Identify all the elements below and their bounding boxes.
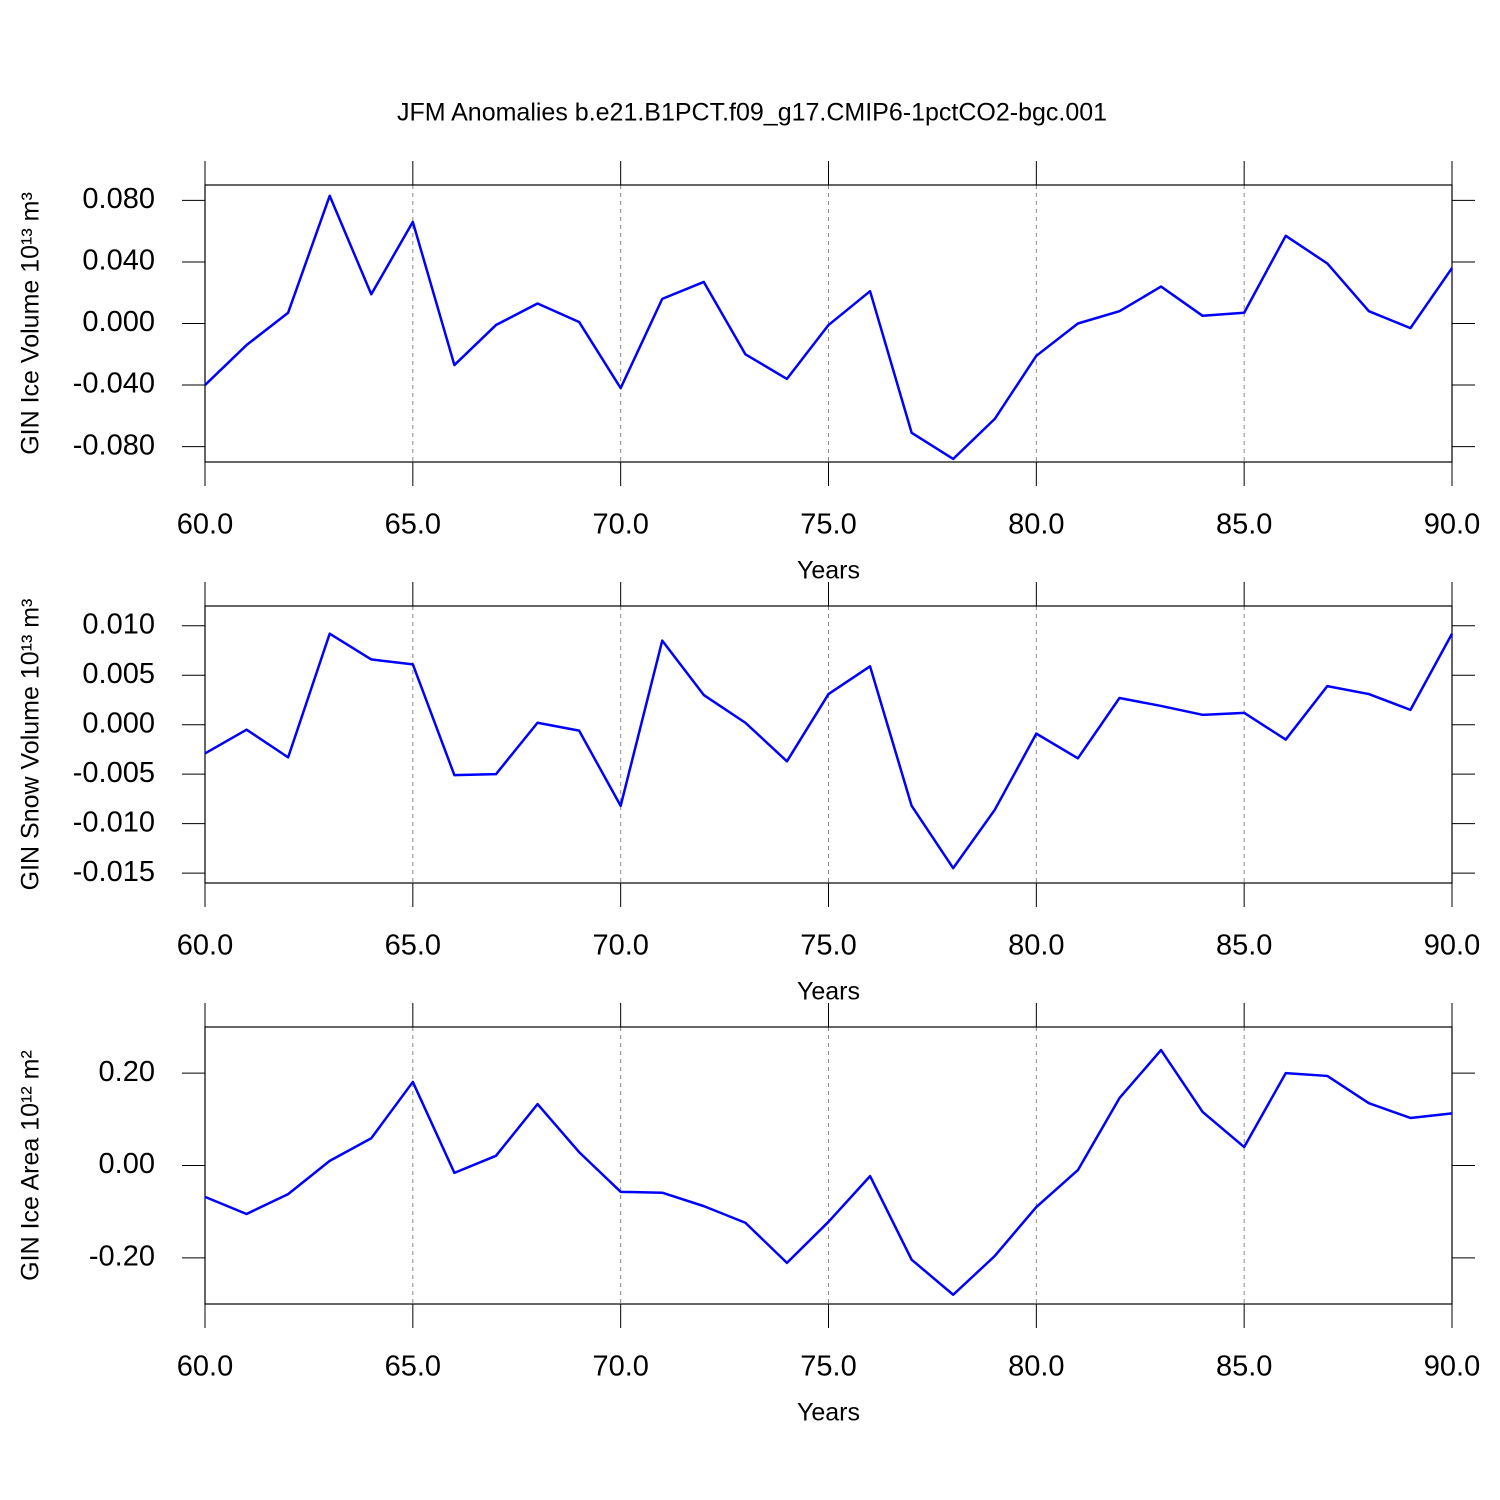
y-tick-label: 0.080: [82, 183, 155, 215]
x-tick-label: 85.0: [1216, 930, 1272, 962]
x-tick-label: 75.0: [800, 1351, 856, 1383]
x-tick-label: 90.0: [1424, 930, 1480, 962]
y-tick-label: 0.005: [82, 658, 155, 690]
x-tick-label: 70.0: [592, 1351, 648, 1383]
x-axis-label: Years: [797, 1399, 860, 1427]
x-tick-label: 80.0: [1008, 509, 1064, 541]
x-tick-label: 80.0: [1008, 1351, 1064, 1383]
y-axis-label: GIN Snow Volume 10¹³ m³: [17, 599, 45, 891]
y-tick-label: -0.015: [73, 856, 155, 888]
x-tick-label: 80.0: [1008, 930, 1064, 962]
y-axis-label: GIN Ice Area 10¹² m²: [17, 1050, 45, 1281]
y-tick-label: 0.000: [82, 707, 155, 739]
x-tick-label: 65.0: [385, 1351, 441, 1383]
x-tick-label: 70.0: [592, 930, 648, 962]
y-tick-label: 0.20: [99, 1056, 155, 1088]
figure-title: JFM Anomalies b.e21.B1PCT.f09_g17.CMIP6-…: [397, 99, 1107, 127]
x-tick-label: 65.0: [385, 509, 441, 541]
x-tick-label: 60.0: [177, 930, 233, 962]
data-line: [204, 194, 1454, 461]
x-tick-label: 70.0: [592, 509, 648, 541]
x-tick-label: 60.0: [177, 509, 233, 541]
y-tick-label: -0.080: [73, 429, 155, 461]
y-tick-label: 0.010: [82, 608, 155, 640]
data-line: [204, 1048, 1453, 1297]
y-tick-label: -0.005: [73, 757, 155, 789]
x-tick-label: 60.0: [177, 1351, 233, 1383]
plot-frame: [204, 184, 1453, 463]
y-tick-label: -0.040: [73, 368, 155, 400]
x-tick-label: 65.0: [385, 930, 441, 962]
y-tick-label: 0.00: [99, 1148, 155, 1180]
y-tick-label: 0.040: [82, 245, 155, 277]
plot-frame: [204, 1026, 1453, 1305]
y-tick-label: -0.20: [89, 1240, 155, 1272]
x-tick-label: 85.0: [1216, 509, 1272, 541]
plot-frame: [204, 605, 1453, 884]
x-axis-label: Years: [797, 557, 860, 585]
x-tick-label: 90.0: [1424, 509, 1480, 541]
x-axis-label: Years: [797, 978, 860, 1006]
x-tick-label: 90.0: [1424, 1351, 1480, 1383]
y-tick-label: -0.010: [73, 806, 155, 838]
x-tick-label: 75.0: [800, 509, 856, 541]
data-line: [204, 632, 1454, 870]
y-axis-label: GIN Ice Volume 10¹³ m³: [17, 192, 45, 455]
x-tick-label: 75.0: [800, 930, 856, 962]
x-tick-label: 85.0: [1216, 1351, 1272, 1383]
y-tick-label: 0.000: [82, 306, 155, 338]
